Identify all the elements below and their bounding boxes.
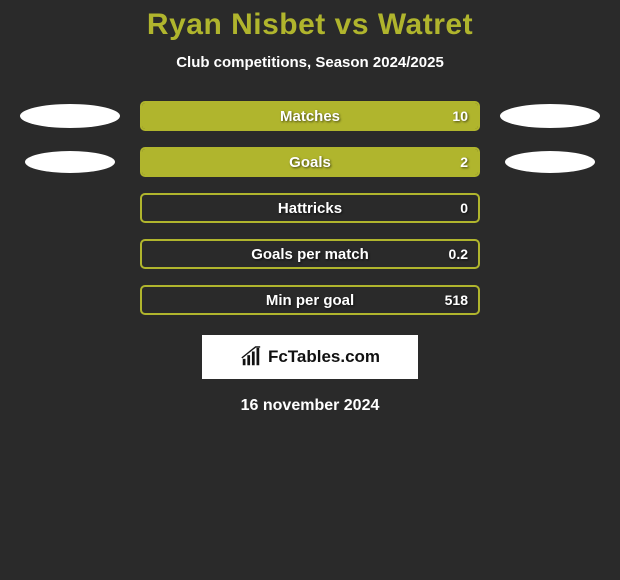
stat-bar: Hattricks 0 xyxy=(140,193,480,223)
stat-row: Goals per match 0.2 xyxy=(0,239,620,269)
stat-label: Matches xyxy=(142,103,478,129)
stat-value: 0 xyxy=(460,195,468,221)
right-marker xyxy=(498,103,602,129)
stat-row: Matches 10 xyxy=(0,101,620,131)
stat-row: Goals 2 xyxy=(0,147,620,177)
date-label: 16 november 2024 xyxy=(0,397,620,415)
right-marker xyxy=(498,241,602,267)
subtitle: Club competitions, Season 2024/2025 xyxy=(0,54,620,71)
stat-value: 10 xyxy=(452,103,468,129)
bar-chart-icon xyxy=(240,346,262,368)
left-marker xyxy=(18,287,122,313)
comparison-card: Ryan Nisbet vs Watret Club competitions,… xyxy=(0,0,620,415)
stat-row: Hattricks 0 xyxy=(0,193,620,223)
stat-bar: Goals 2 xyxy=(140,147,480,177)
stat-label: Hattricks xyxy=(142,195,478,221)
ellipse-icon xyxy=(20,104,120,128)
stat-bar: Min per goal 518 xyxy=(140,285,480,315)
right-marker xyxy=(498,149,602,175)
page-title: Ryan Nisbet vs Watret xyxy=(0,8,620,42)
right-marker xyxy=(498,287,602,313)
left-marker xyxy=(18,103,122,129)
stat-bar: Goals per match 0.2 xyxy=(140,239,480,269)
left-marker xyxy=(18,241,122,267)
stat-label: Goals xyxy=(142,149,478,175)
ellipse-icon xyxy=(25,151,115,173)
stat-value: 518 xyxy=(445,287,468,313)
stat-bar: Matches 10 xyxy=(140,101,480,131)
left-marker xyxy=(18,149,122,175)
right-marker xyxy=(498,195,602,221)
stat-row: Min per goal 518 xyxy=(0,285,620,315)
left-marker xyxy=(18,195,122,221)
stat-value: 2 xyxy=(460,149,468,175)
ellipse-icon xyxy=(505,151,595,173)
ellipse-icon xyxy=(500,104,600,128)
stat-label: Goals per match xyxy=(142,241,478,267)
stats-list: Matches 10 Goals 2 Hattr xyxy=(0,101,620,315)
attribution-logo: FcTables.com xyxy=(202,335,418,379)
logo-text: FcTables.com xyxy=(268,347,380,367)
stat-value: 0.2 xyxy=(449,241,468,267)
stat-label: Min per goal xyxy=(142,287,478,313)
